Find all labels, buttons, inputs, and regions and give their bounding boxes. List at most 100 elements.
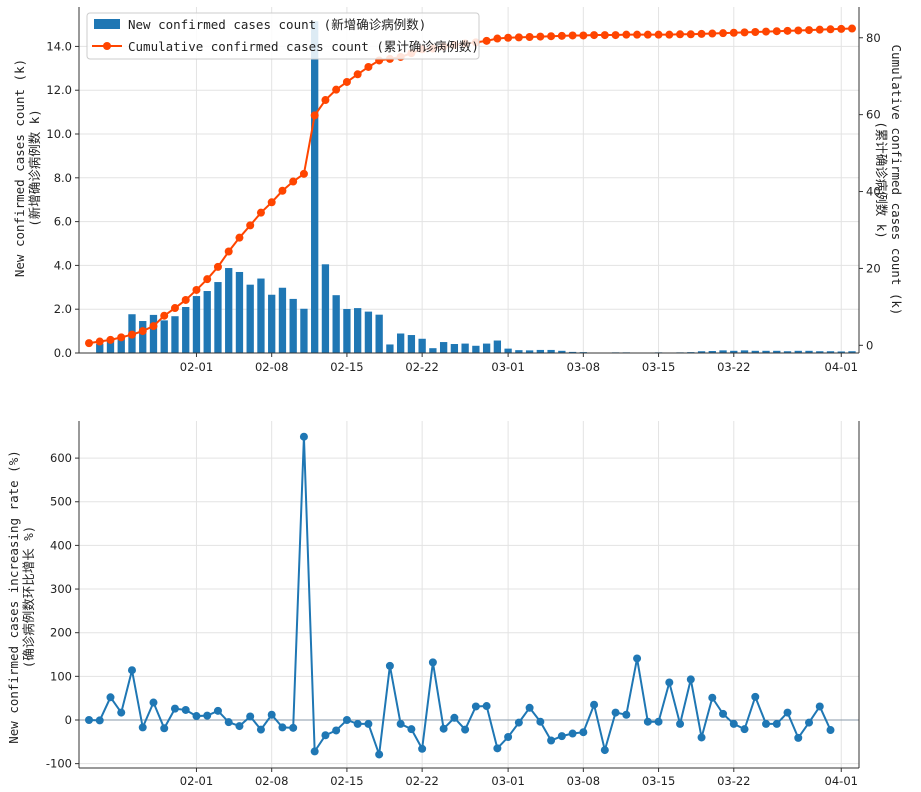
cumulative-point: [719, 29, 728, 38]
top-right-y-tick-label: 0: [866, 338, 873, 352]
cumulative-point: [590, 31, 599, 40]
new-cases-bar: [773, 350, 781, 353]
bottom-y-tick-label: 0: [65, 713, 72, 727]
top-x-tick-label: 02-15: [330, 360, 363, 374]
cumulative-point: [95, 337, 104, 346]
top-y-tick-label: 14.0: [46, 39, 72, 53]
new-cases-bar: [493, 340, 502, 353]
cumulative-point: [557, 31, 566, 40]
new-cases-bar: [439, 342, 448, 353]
bottom-y-tick-label: 400: [50, 538, 72, 552]
new-cases-bar: [816, 351, 824, 353]
new-cases-bar: [311, 21, 319, 353]
cumulative-point: [783, 26, 792, 35]
bottom-x-tick-label: 03-08: [567, 774, 600, 788]
new-cases-bar: [203, 291, 211, 353]
new-cases-bar: [407, 335, 416, 353]
top-x-tick-label: 03-15: [642, 360, 675, 374]
increase-rate-point: [353, 719, 362, 728]
increase-rate-point: [95, 716, 104, 725]
new-cases-bar: [708, 351, 716, 353]
cumulative-point: [192, 285, 201, 294]
cumulative-point: [622, 30, 631, 39]
cumulative-point: [353, 70, 362, 79]
new-cases-bar: [536, 349, 545, 353]
legend-box: [86, 12, 480, 60]
cumulative-point: [708, 29, 717, 38]
increase-rate-point: [557, 732, 566, 741]
bottom-y-axis-label-cn: (确诊病例数环比增长 %): [21, 526, 36, 669]
increase-rate-point: [418, 744, 427, 753]
new-cases-bar: [386, 344, 394, 353]
increase-rate-point: [160, 724, 169, 733]
cumulative-point: [665, 30, 674, 39]
cumulative-point: [85, 339, 93, 348]
increase-rate-point: [729, 719, 738, 728]
new-cases-bar: [343, 308, 351, 353]
increase-rate-point: [783, 708, 792, 717]
increase-rate-point: [686, 675, 695, 684]
cumulative-point: [772, 27, 781, 36]
cumulative-point: [826, 25, 835, 34]
new-cases-bar: [268, 294, 276, 353]
top-y-tick-label: 4.0: [54, 258, 72, 272]
cumulative-point: [536, 32, 545, 41]
top-x-tick-label: 02-01: [180, 360, 213, 374]
increase-rate-point: [332, 726, 341, 735]
new-cases-bar: [751, 350, 759, 353]
top-right-y-axis-label: Cumulative confirmed cases count (k): [889, 45, 904, 316]
increase-rate-point: [794, 733, 803, 742]
cumulative-point: [117, 333, 126, 342]
cumulative-point: [224, 247, 233, 256]
cumulative-point: [654, 30, 663, 39]
bottom-y-tick-label: 500: [50, 495, 72, 509]
increase-rate-point: [805, 718, 814, 727]
new-cases-bar: [192, 296, 201, 353]
increase-rate-point: [740, 725, 749, 734]
cumulative-point: [256, 208, 265, 217]
new-cases-bar: [547, 349, 555, 353]
increase-rate-point: [676, 719, 685, 728]
new-cases-bars: [96, 21, 856, 353]
top-right-y-tick-label: 60: [866, 108, 881, 122]
increase-rate-point: [267, 710, 276, 719]
bottom-grid: [79, 421, 859, 768]
new-cases-bar: [149, 314, 158, 353]
top-x-tick-label: 03-01: [491, 360, 524, 374]
cumulative-point: [246, 221, 255, 230]
cumulative-point: [127, 330, 136, 339]
bottom-x-tick-label: 02-08: [255, 774, 288, 788]
new-cases-bar: [246, 284, 254, 353]
new-cases-bar: [719, 350, 727, 353]
cumulative-point: [493, 34, 502, 43]
top-y-tick-label: 12.0: [46, 83, 72, 97]
cumulative-point: [514, 33, 523, 42]
legend-bar-label: New confirmed cases count (新增确诊病例数): [128, 17, 426, 32]
cumulative-point: [633, 30, 642, 39]
new-cases-bar: [504, 348, 512, 353]
legend-line-label: Cumulative confirmed cases count (累计确诊病例…: [128, 39, 479, 54]
increase-rate-point: [106, 693, 115, 702]
cumulative-point: [676, 30, 685, 39]
increase-rate-point: [568, 729, 577, 738]
new-cases-bar: [805, 350, 813, 353]
cumulative-polyline: [88, 27, 853, 345]
increase-rate-point: [536, 717, 545, 726]
top-y-tick-label: 2.0: [54, 302, 72, 316]
top-x-tick-label: 03-08: [567, 360, 600, 374]
increase-rate-point: [772, 719, 781, 728]
new-cases-bar: [472, 345, 480, 353]
legend: New confirmed cases count (新增确诊病例数) Cumu…: [86, 12, 480, 60]
new-cases-bar: [160, 320, 168, 353]
increase-rate-point: [665, 678, 674, 687]
cumulative-point: [181, 295, 190, 304]
increase-rate-point: [600, 746, 609, 755]
new-cases-bar: [354, 308, 362, 353]
increase-rate-point: [85, 715, 93, 724]
top-x-tick-label: 02-08: [255, 360, 288, 374]
cumulative-point: [149, 322, 158, 331]
new-cases-bar: [697, 351, 706, 353]
new-cases-bar: [364, 311, 373, 353]
cumulative-point: [837, 24, 846, 33]
increase-rate-point: [815, 702, 824, 711]
